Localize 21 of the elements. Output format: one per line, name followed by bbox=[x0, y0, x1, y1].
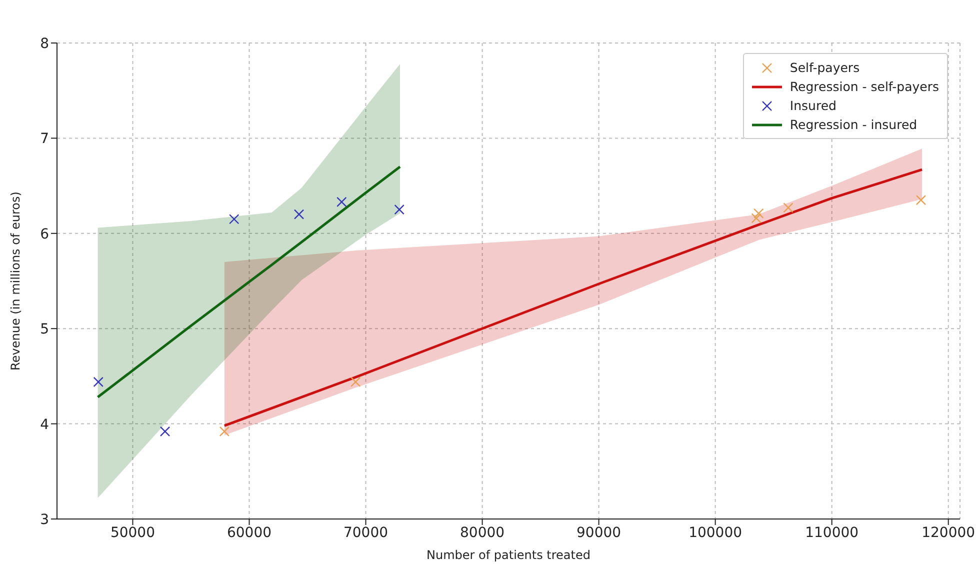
x-axis-title: Number of patients treated bbox=[426, 548, 590, 562]
line-series bbox=[96, 166, 402, 398]
y-axis-title: Revenue (in millions of euros) bbox=[8, 192, 22, 370]
y-tick-label: 4 bbox=[40, 416, 50, 433]
x-tick-label: 90000 bbox=[576, 524, 622, 541]
y-tick-label: 5 bbox=[40, 322, 49, 338]
legend-label: Insured bbox=[790, 98, 836, 113]
x-tick-label: 100000 bbox=[688, 524, 742, 541]
y-tick-label: 8 bbox=[40, 36, 49, 52]
x-tick-label: 120000 bbox=[922, 524, 976, 541]
y-tick-label: 6 bbox=[40, 226, 50, 242]
x-tick-label: 60000 bbox=[226, 524, 272, 541]
x-tick-label: 70000 bbox=[343, 524, 388, 541]
x-tick-label: 110000 bbox=[805, 524, 859, 541]
y-tick-label: 3 bbox=[40, 512, 49, 528]
x-tick-label: 80000 bbox=[460, 524, 505, 541]
legend-label: Regression - insured bbox=[790, 117, 918, 132]
y-tick-label: 7 bbox=[40, 131, 49, 148]
legend-label: Regression - self-payers bbox=[790, 79, 939, 94]
x-tick-label: 50000 bbox=[110, 524, 156, 541]
legend-label: Self-payers bbox=[790, 60, 860, 75]
